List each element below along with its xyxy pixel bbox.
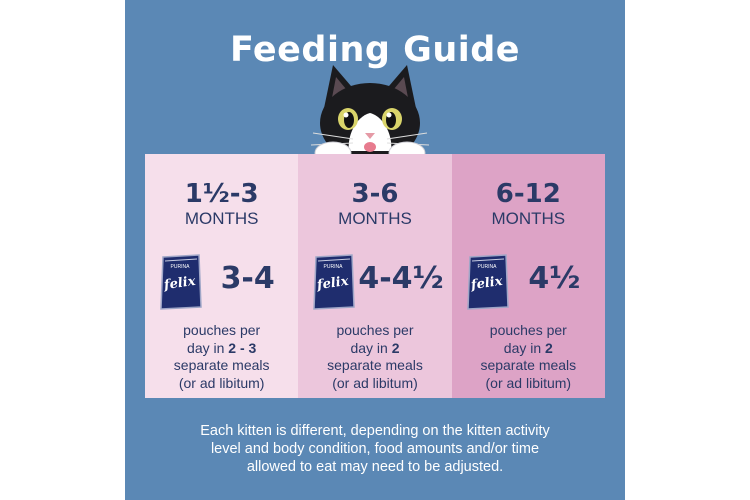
feeding-description: pouches per day in 2 separate meals (or … [480, 322, 577, 391]
kitten-note: Each kitten is different, depending on t… [200, 423, 550, 475]
feeding-columns: 1½-3 MONTHS PURINA felix 3-4 pouches per… [145, 154, 605, 398]
feeding-description: pouches per day in 2 - 3 separate meals … [173, 322, 270, 391]
age-range: 1½-3 [184, 179, 259, 209]
pouch-brand: felix [162, 274, 197, 293]
pouch-maker: PURINA [171, 264, 191, 270]
column-3-6-months: 3-6 MONTHS PURINA felix 4-4½ pouches per… [298, 154, 452, 398]
column-1-3-months: 1½-3 MONTHS PURINA felix 3-4 pouches per… [145, 154, 299, 398]
felix-pouch-icon: PURINA felix [160, 254, 202, 310]
felix-pouch-icon: PURINA felix [313, 254, 356, 310]
age-unit: MONTHS [491, 209, 566, 228]
cat-peeking-icon [310, 65, 430, 165]
pouch-amount: 4-4½ [358, 261, 444, 296]
pouch-maker: PURINA [324, 264, 344, 270]
pouch-maker: PURINA [477, 264, 497, 270]
pouch-amount: 4½ [528, 261, 581, 296]
age-unit: MONTHS [338, 209, 412, 228]
column-6-12-months: 6-12 MONTHS PURINA felix 4½ pouches per … [451, 154, 605, 398]
age-unit: MONTHS [184, 209, 259, 228]
page-title: Feeding Guide [229, 30, 521, 70]
felix-pouch-icon: PURINA felix [466, 254, 509, 310]
feeding-description: pouches per day in 2 separate meals (or … [327, 322, 423, 391]
age-range: 6-12 [495, 179, 561, 209]
age-range: 3-6 [351, 179, 399, 209]
pouch-brand: felix [315, 274, 350, 293]
pouch-amount: 3-4 [220, 261, 275, 296]
feeding-guide-panel: Feeding Guide 1½-3 MONTHS [125, 0, 625, 500]
pouch-brand: felix [469, 274, 504, 293]
